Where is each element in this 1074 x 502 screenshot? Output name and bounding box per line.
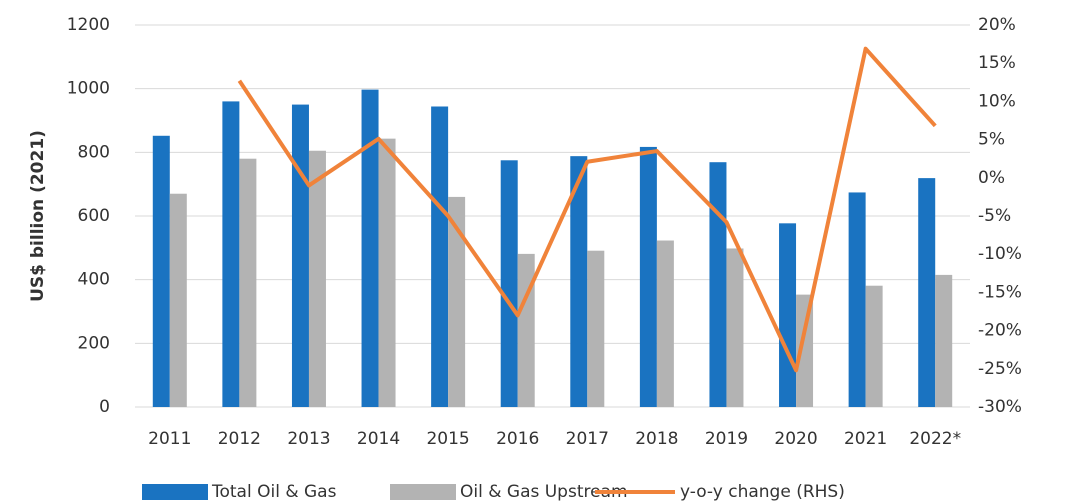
y2-tick-label: -25% [978, 359, 1022, 379]
bar [378, 138, 396, 407]
y-tick-label: 200 [78, 333, 110, 353]
y2-tick-label: -30% [978, 397, 1022, 417]
y2-tick-label: 20% [978, 15, 1016, 35]
bar [431, 106, 449, 407]
legend-label: Oil & Gas Upstream [460, 482, 628, 502]
bar [935, 274, 953, 407]
line [237, 46, 937, 373]
x-tick-label: 2014 [357, 429, 400, 449]
bar [500, 160, 518, 407]
x-tick-label: 2013 [287, 429, 330, 449]
bar [639, 146, 657, 407]
bar [796, 294, 814, 407]
y2-tick-label: -20% [978, 321, 1022, 341]
bar [570, 156, 588, 407]
bar [918, 178, 936, 407]
bar [848, 192, 866, 407]
x-tick-label: 2012 [218, 429, 261, 449]
legend-label: Total Oil & Gas [211, 482, 337, 502]
bar [517, 253, 535, 407]
bar [865, 285, 883, 407]
bar [779, 223, 797, 407]
x-tick-label: 2017 [566, 429, 609, 449]
x-tick-label: 2016 [496, 429, 539, 449]
y-axis-label: US$ billion (2021) [28, 130, 48, 302]
bar [308, 150, 326, 407]
legend-label: y-o-y change (RHS) [680, 482, 845, 502]
y-tick-label: 600 [78, 206, 110, 226]
bar [448, 196, 466, 407]
bar [709, 162, 727, 407]
bar [726, 248, 744, 407]
bar [656, 240, 674, 407]
bar [152, 135, 170, 407]
y-tick-label: 800 [78, 142, 110, 162]
y2-tick-label: 15% [978, 53, 1016, 73]
bar [222, 101, 240, 408]
y2-tick-label: 5% [978, 130, 1005, 150]
bar [239, 158, 257, 407]
y2-tick-label: -5% [978, 206, 1011, 226]
x-tick-label: 2021 [844, 429, 887, 449]
x-tick-label: 2020 [774, 429, 817, 449]
y-tick-label: 1200 [67, 15, 110, 35]
y2-tick-label: -10% [978, 244, 1022, 264]
bar [169, 193, 187, 407]
y-tick-label: 400 [78, 270, 110, 290]
y-tick-label: 1000 [67, 79, 110, 99]
y2-tick-label: -15% [978, 282, 1022, 302]
bar [587, 250, 605, 407]
x-tick-label: 2019 [705, 429, 748, 449]
x-tick-label: 2022* [909, 429, 961, 449]
x-tick-label: 2018 [635, 429, 678, 449]
legend-swatch [390, 484, 456, 500]
legend-swatch [142, 484, 208, 500]
y2-tick-label: 10% [978, 91, 1016, 111]
x-tick-label: 2015 [426, 429, 469, 449]
bar [361, 89, 379, 407]
x-tick-label: 2011 [148, 429, 191, 449]
bar [291, 104, 309, 407]
y2-tick-label: 0% [978, 168, 1005, 188]
y-tick-label: 0 [99, 397, 110, 417]
